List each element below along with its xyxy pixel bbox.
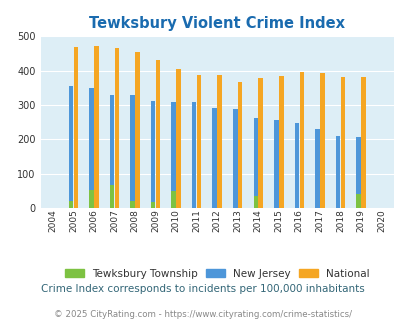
Bar bbox=[196, 75, 201, 208]
Bar bbox=[212, 108, 216, 208]
Bar bbox=[171, 191, 175, 208]
Bar bbox=[89, 190, 94, 208]
Bar bbox=[314, 129, 319, 208]
Bar bbox=[232, 109, 237, 208]
Bar bbox=[237, 82, 242, 208]
Bar bbox=[156, 60, 160, 208]
Bar bbox=[109, 95, 114, 208]
Bar bbox=[115, 48, 119, 208]
Bar bbox=[294, 123, 298, 208]
Bar bbox=[94, 46, 98, 208]
Bar bbox=[340, 78, 344, 208]
Bar bbox=[253, 196, 258, 208]
Bar bbox=[360, 78, 365, 208]
Title: Tewksbury Violent Crime Index: Tewksbury Violent Crime Index bbox=[89, 16, 344, 31]
Bar bbox=[130, 95, 134, 208]
Text: Crime Index corresponds to incidents per 100,000 inhabitants: Crime Index corresponds to incidents per… bbox=[41, 284, 364, 294]
Bar bbox=[68, 201, 73, 208]
Bar bbox=[355, 194, 360, 208]
Bar bbox=[253, 118, 258, 208]
Bar bbox=[109, 184, 114, 208]
Bar bbox=[355, 137, 360, 208]
Bar bbox=[299, 72, 303, 208]
Bar bbox=[278, 77, 283, 208]
Bar bbox=[192, 102, 196, 208]
Bar bbox=[171, 102, 175, 208]
Text: © 2025 CityRating.com - https://www.cityrating.com/crime-statistics/: © 2025 CityRating.com - https://www.city… bbox=[54, 311, 351, 319]
Bar bbox=[68, 86, 73, 208]
Bar bbox=[217, 75, 222, 208]
Bar bbox=[89, 88, 94, 208]
Bar bbox=[151, 101, 155, 208]
Bar bbox=[319, 73, 324, 208]
Bar bbox=[135, 52, 139, 208]
Bar bbox=[73, 47, 78, 208]
Bar bbox=[176, 69, 180, 208]
Bar bbox=[273, 120, 278, 208]
Bar bbox=[258, 78, 262, 208]
Bar bbox=[335, 136, 339, 208]
Bar bbox=[130, 201, 134, 208]
Bar bbox=[151, 202, 155, 208]
Legend: Tewksbury Township, New Jersey, National: Tewksbury Township, New Jersey, National bbox=[60, 265, 373, 283]
